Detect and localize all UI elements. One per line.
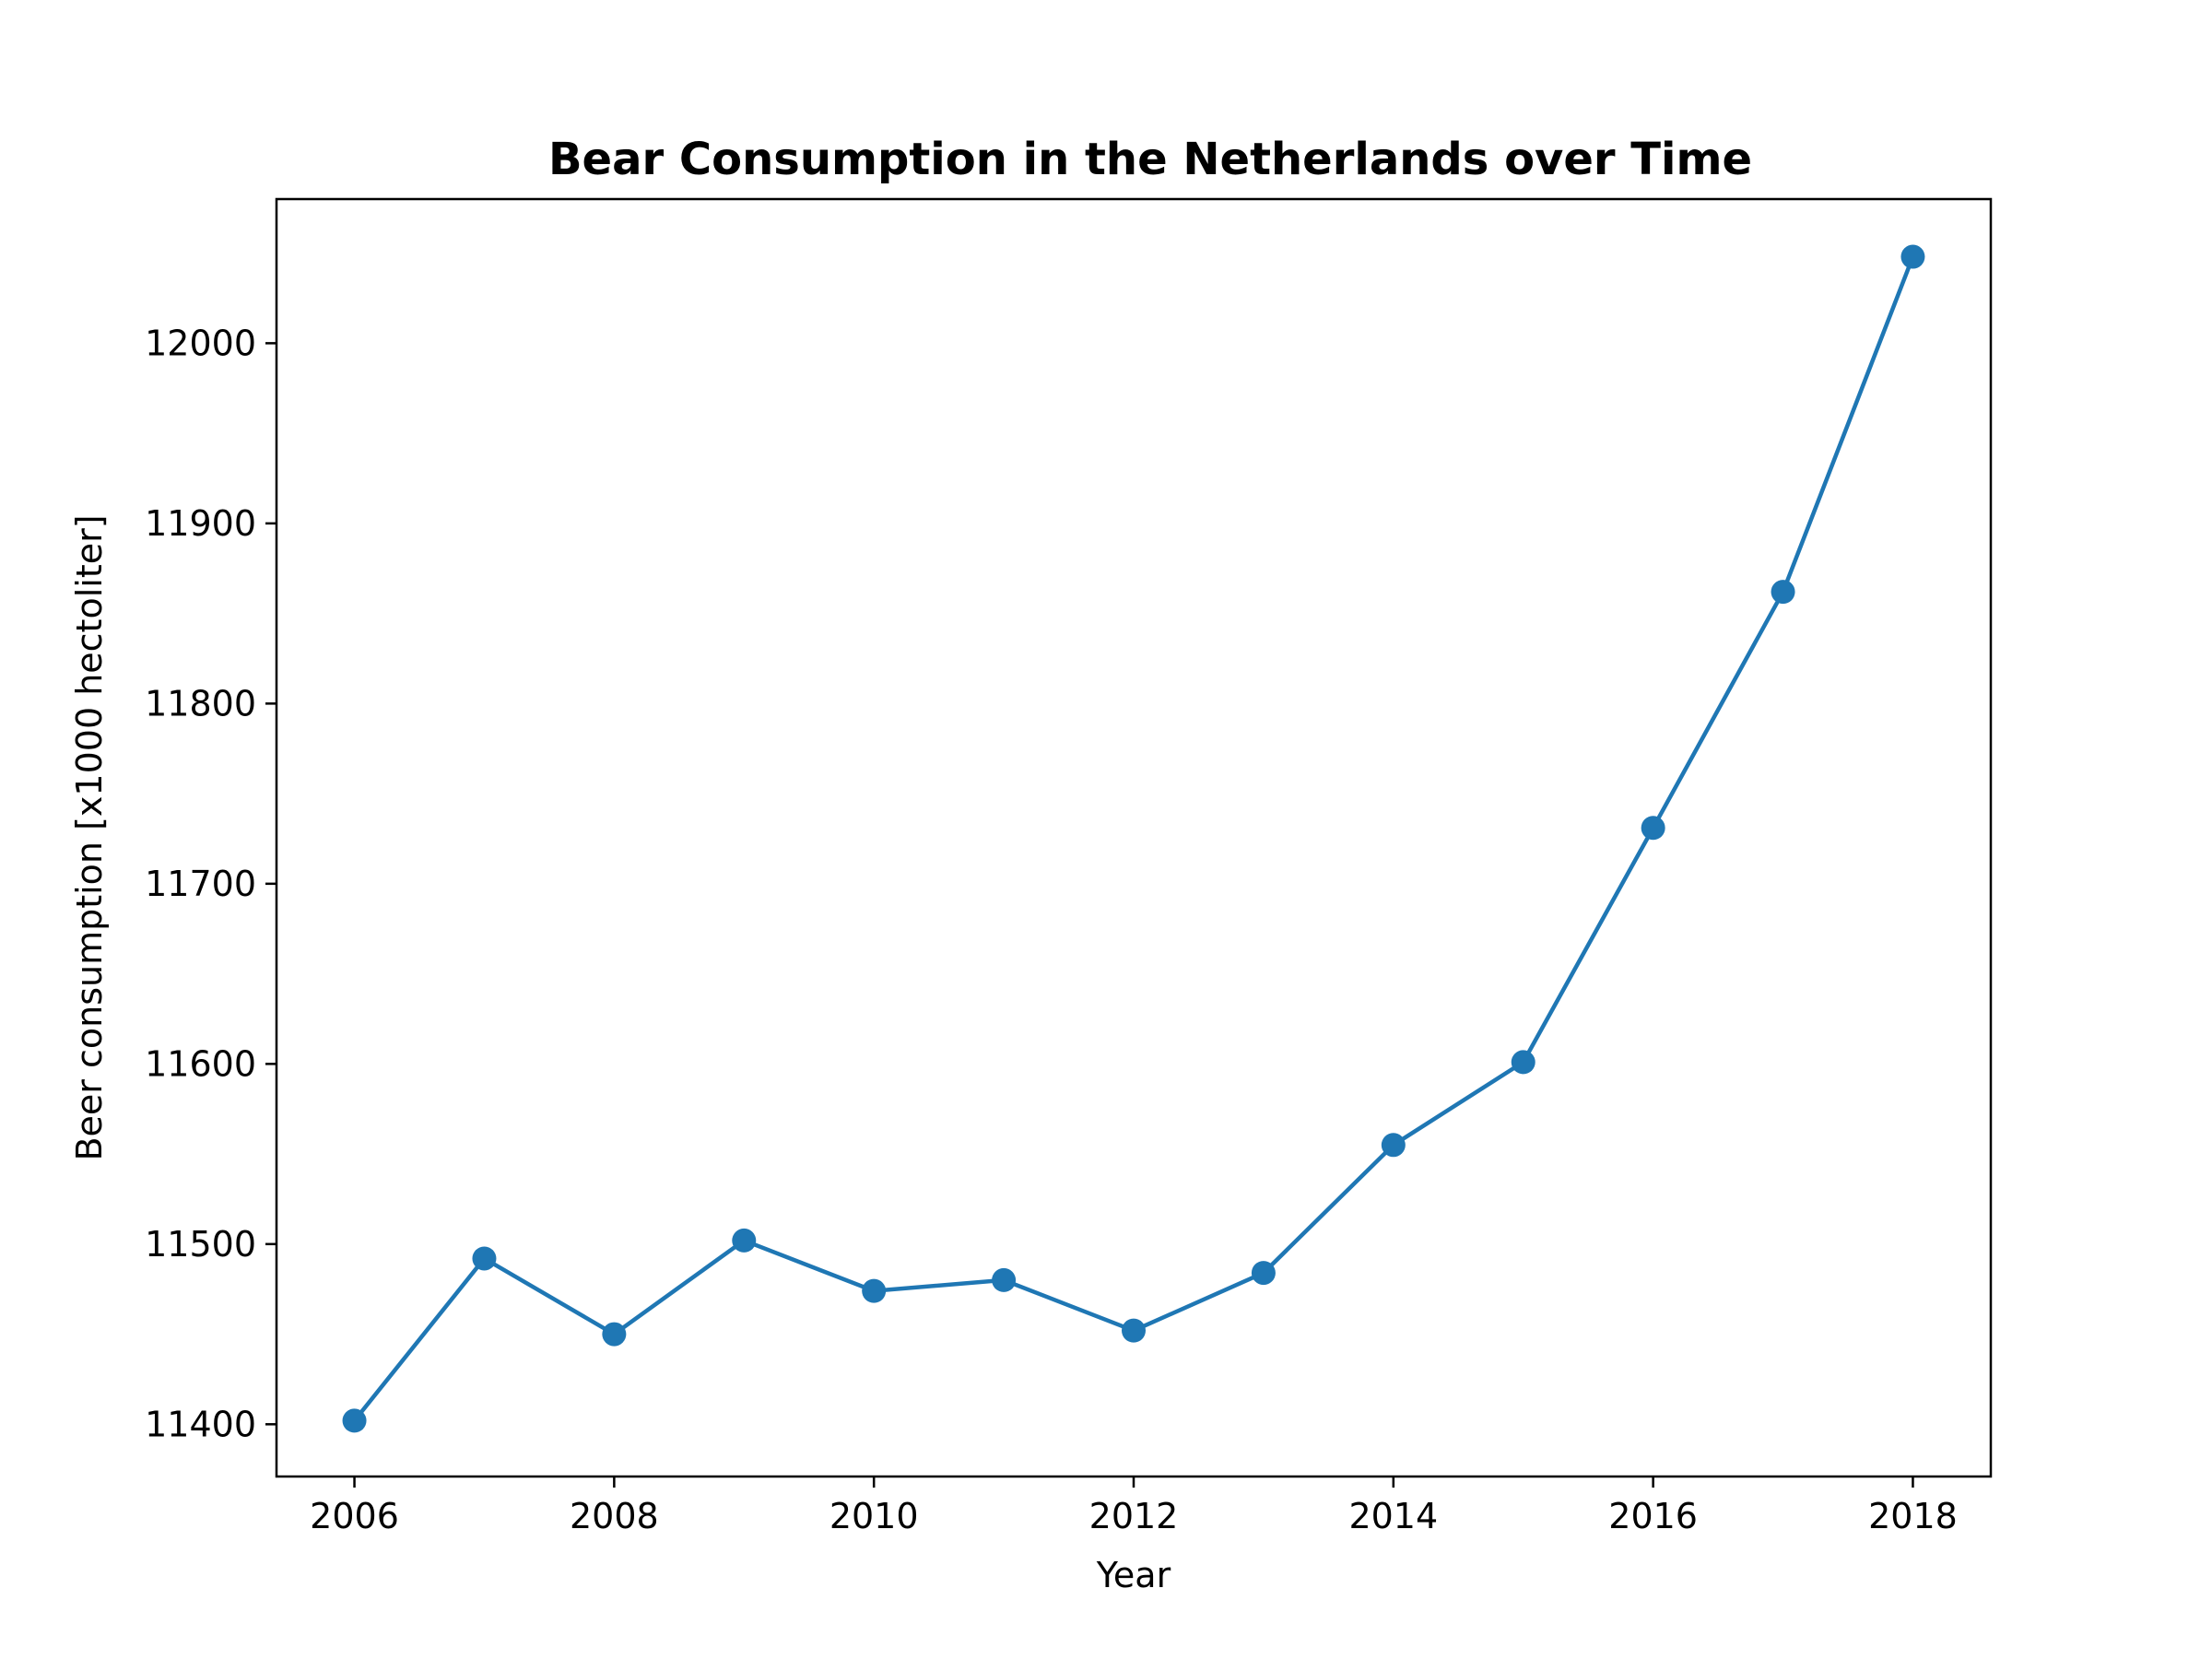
x-tick-label: 2012 — [1089, 1496, 1179, 1536]
data-point — [1900, 244, 1925, 269]
x-tick-label: 2016 — [1608, 1496, 1698, 1536]
data-point — [1122, 1318, 1146, 1343]
x-tick-label: 2018 — [1868, 1496, 1958, 1536]
y-tick-label: 11400 — [145, 1404, 256, 1444]
chart-title: Bear Consumption in the Netherlands over… — [548, 134, 1752, 185]
x-tick-label: 2010 — [830, 1496, 919, 1536]
data-point — [1511, 1050, 1535, 1075]
data-point — [342, 1408, 367, 1433]
data-point — [1771, 580, 1795, 605]
y-tick-label: 11700 — [145, 864, 256, 904]
data-point — [1251, 1261, 1276, 1286]
x-axis-label: Year — [1096, 1555, 1171, 1595]
x-axis: 2006 2008 2010 2012 2014 2016 2018 — [310, 1477, 1958, 1536]
data-point — [602, 1322, 627, 1347]
data-point — [472, 1246, 497, 1271]
data-point — [732, 1228, 757, 1253]
data-point — [862, 1278, 887, 1303]
x-tick-label: 2006 — [310, 1496, 399, 1536]
series-layer — [342, 244, 1925, 1433]
x-tick-label: 2008 — [570, 1496, 659, 1536]
data-point — [1641, 816, 1665, 841]
data-point — [1381, 1133, 1406, 1158]
x-tick-label: 2014 — [1348, 1496, 1438, 1536]
data-point — [992, 1267, 1017, 1292]
y-tick-label: 11500 — [145, 1224, 256, 1265]
y-axis: 11400 11500 11600 11700 11800 11900 12000 — [145, 323, 276, 1444]
y-tick-label: 11800 — [145, 683, 256, 724]
y-tick-label: 12000 — [145, 323, 256, 363]
y-axis-label: Beer consumption [x1000 hectoliter] — [69, 514, 110, 1160]
y-tick-label: 11900 — [145, 503, 256, 544]
y-tick-label: 11600 — [145, 1043, 256, 1084]
